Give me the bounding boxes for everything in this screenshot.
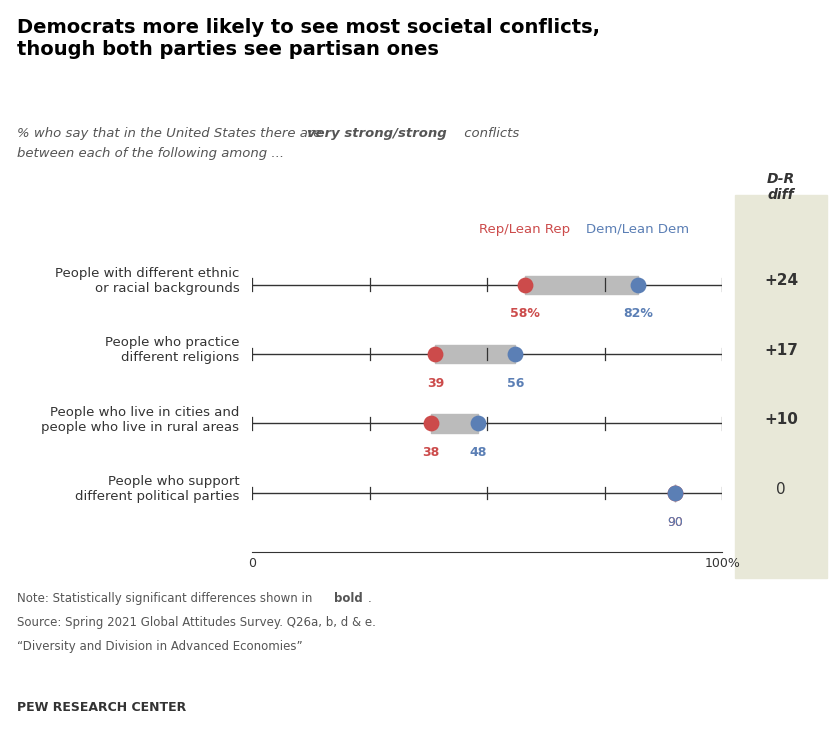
- Text: bold: bold: [334, 592, 363, 606]
- Text: D-R
diff: D-R diff: [767, 172, 795, 202]
- Text: between each of the following among ...: between each of the following among ...: [17, 147, 284, 160]
- Point: [428, 348, 442, 360]
- Text: Democrats more likely to see most societal conflicts,
though both parties see pa: Democrats more likely to see most societ…: [17, 18, 600, 60]
- Text: +10: +10: [764, 412, 798, 428]
- Text: “Diversity and Division in Advanced Economies”: “Diversity and Division in Advanced Econ…: [17, 640, 302, 653]
- Text: People who support
different political parties: People who support different political p…: [75, 475, 239, 503]
- Text: Dem/Lean Dem: Dem/Lean Dem: [586, 223, 690, 236]
- Point: [471, 417, 485, 429]
- Point: [669, 487, 682, 499]
- Text: +17: +17: [764, 343, 798, 358]
- Text: 0: 0: [776, 482, 786, 497]
- Text: very strong/strong: very strong/strong: [307, 127, 446, 140]
- Text: Note: Statistically significant differences shown in: Note: Statistically significant differen…: [17, 592, 316, 606]
- Text: .: .: [368, 592, 371, 606]
- Text: People with different ethnic
or racial backgrounds: People with different ethnic or racial b…: [55, 267, 239, 295]
- Text: 38: 38: [423, 447, 439, 459]
- Text: +24: +24: [764, 273, 798, 289]
- Text: % who say that in the United States there are: % who say that in the United States ther…: [17, 127, 326, 140]
- Point: [509, 348, 522, 360]
- Point: [669, 487, 682, 499]
- Point: [518, 279, 532, 291]
- Text: conflicts: conflicts: [460, 127, 520, 140]
- Text: People who live in cities and
people who live in rural areas: People who live in cities and people who…: [41, 406, 239, 434]
- Text: 39: 39: [427, 377, 444, 390]
- Text: 90: 90: [668, 516, 683, 529]
- Text: Rep/Lean Rep: Rep/Lean Rep: [480, 223, 570, 236]
- Text: 48: 48: [469, 447, 486, 459]
- Point: [424, 417, 438, 429]
- Point: [631, 279, 644, 291]
- Text: 90: 90: [668, 516, 683, 529]
- Text: 58%: 58%: [510, 308, 540, 320]
- Text: 56: 56: [507, 377, 524, 390]
- Text: 82%: 82%: [622, 308, 653, 320]
- Text: PEW RESEARCH CENTER: PEW RESEARCH CENTER: [17, 701, 186, 714]
- Text: Source: Spring 2021 Global Attitudes Survey. Q26a, b, d & e.: Source: Spring 2021 Global Attitudes Sur…: [17, 616, 375, 629]
- Text: People who practice
different religions: People who practice different religions: [105, 336, 239, 364]
